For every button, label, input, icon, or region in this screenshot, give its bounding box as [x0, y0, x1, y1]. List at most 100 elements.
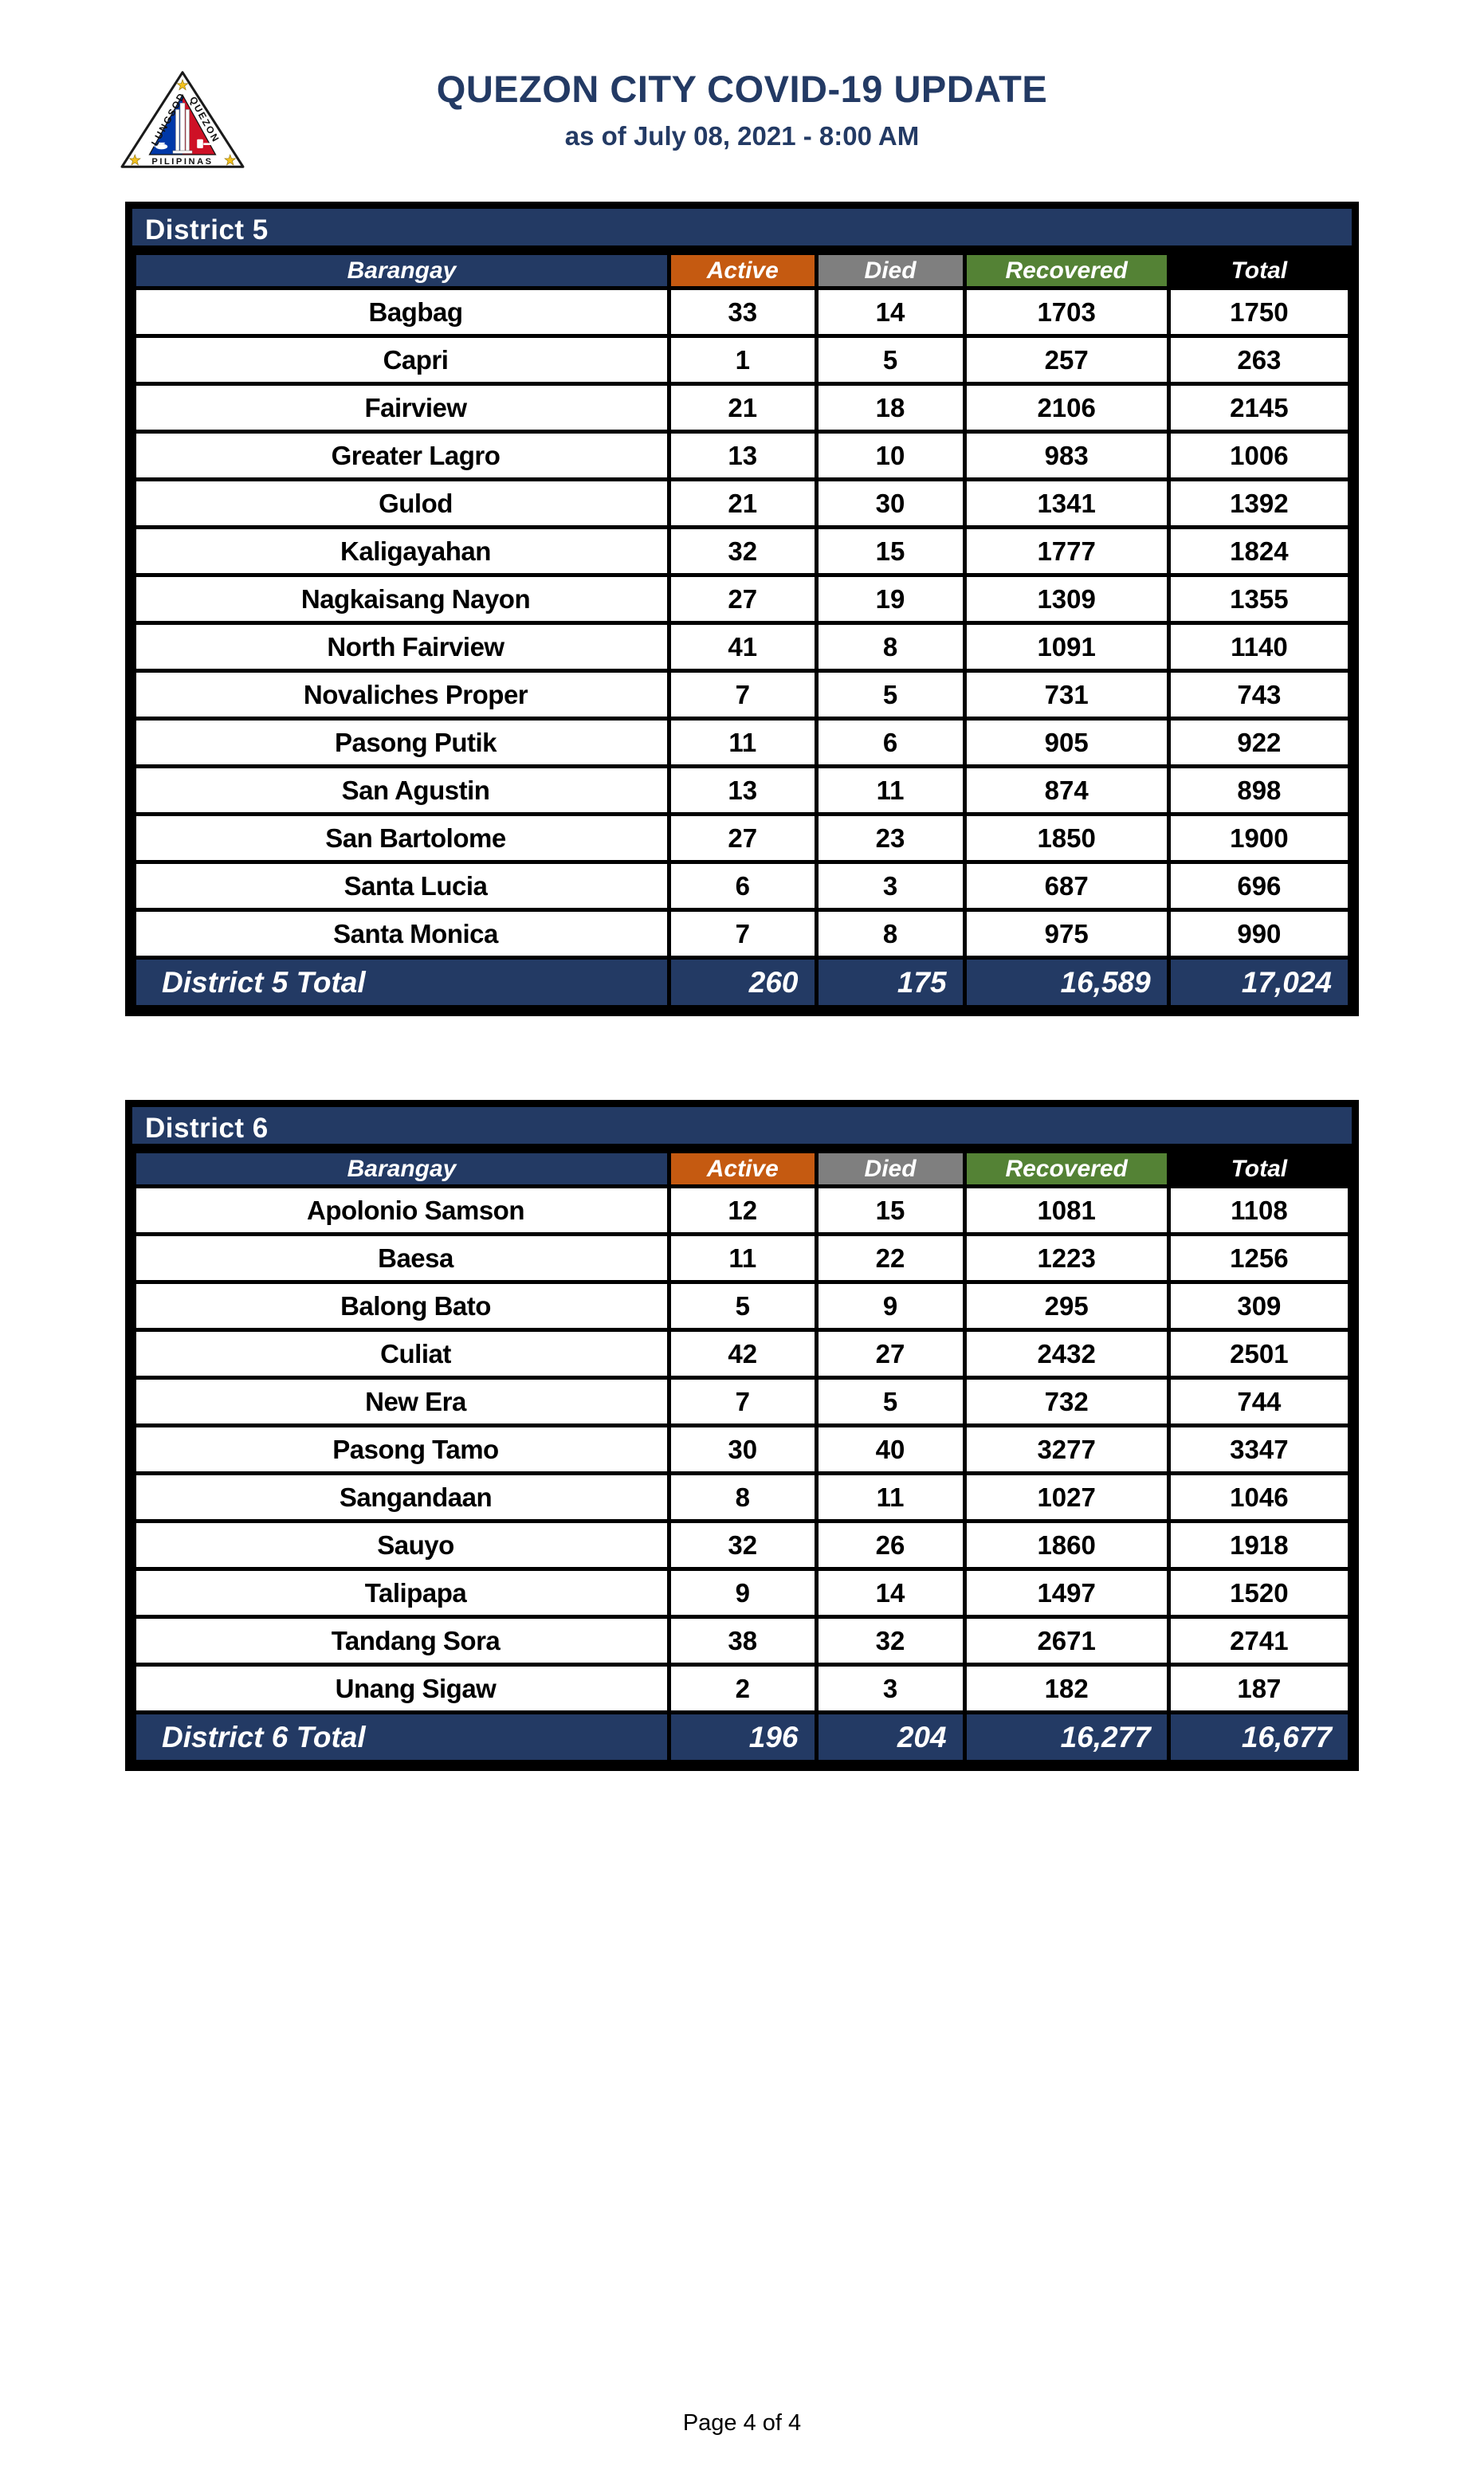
column-header-barangay: Barangay: [132, 1149, 671, 1188]
died-value-cell: 18: [814, 382, 967, 434]
recovered-value-cell: 1027: [962, 1471, 1171, 1523]
barangay-name-cell: Talipapa: [132, 1567, 671, 1619]
district-total-died: 175: [814, 956, 967, 1009]
total-value-cell: 898: [1166, 764, 1352, 816]
active-value-cell: 41: [667, 621, 819, 673]
died-value-cell: 22: [814, 1232, 967, 1284]
district-6-table-section: District 6 Barangay Active Died Recovered To…: [125, 1100, 1359, 1771]
recovered-value-cell: 1497: [962, 1567, 1171, 1619]
barangay-name-cell: Capri: [132, 334, 671, 386]
barangay-row: San Bartolome 27 23 1850 1900: [132, 812, 1352, 864]
barangay-name-cell: Pasong Tamo: [132, 1423, 671, 1475]
recovered-value-cell: 2671: [962, 1615, 1171, 1667]
column-header-died: Died: [814, 251, 967, 290]
page-title: QUEZON CITY COVID-19 UPDATE: [436, 68, 1048, 110]
district-total-total: 16,677: [1166, 1710, 1352, 1764]
active-value-cell: 11: [667, 1232, 819, 1284]
recovered-value-cell: 295: [962, 1280, 1171, 1332]
total-value-cell: 922: [1166, 717, 1352, 768]
barangay-name-cell: Greater Lagro: [132, 430, 671, 481]
district-title-label: District 5: [145, 214, 269, 245]
died-value-cell: 14: [814, 286, 967, 338]
column-header-died: Died: [814, 1149, 967, 1188]
barangay-row: Talipapa 9 14 1497 1520: [132, 1567, 1352, 1619]
died-value-cell: 26: [814, 1519, 967, 1571]
barangay-row: Baesa 11 22 1223 1256: [132, 1232, 1352, 1284]
district-total-total: 17,024: [1166, 956, 1352, 1009]
active-value-cell: 9: [667, 1567, 819, 1619]
recovered-value-cell: 1703: [962, 286, 1171, 338]
barangay-name-cell: Novaliches Proper: [132, 669, 671, 721]
total-value-cell: 1824: [1166, 525, 1352, 577]
total-value-cell: 3347: [1166, 1423, 1352, 1475]
total-value-cell: 1355: [1166, 573, 1352, 625]
barangay-row: North Fairview 41 8 1091 1140: [132, 621, 1352, 673]
total-value-cell: 1520: [1166, 1567, 1352, 1619]
district-total-recovered: 16,277: [962, 1710, 1171, 1764]
barangay-name-cell: San Agustin: [132, 764, 671, 816]
district-6-table: Barangay Active Died Recovered Total Apolonio…: [132, 1149, 1352, 1764]
active-value-cell: 2: [667, 1663, 819, 1714]
district-title: District 6: [132, 1107, 1352, 1149]
barangay-row: Apolonio Samson 12 15 1081 1108: [132, 1184, 1352, 1236]
died-value-cell: 40: [814, 1423, 967, 1475]
barangay-row: Capri 1 5 257 263: [132, 334, 1352, 386]
total-value-cell: 696: [1166, 860, 1352, 912]
district-total-active: 260: [667, 956, 819, 1009]
barangay-row: Pasong Putik 11 6 905 922: [132, 717, 1352, 768]
died-value-cell: 5: [814, 334, 967, 386]
died-value-cell: 14: [814, 1567, 967, 1619]
barangay-name-cell: Pasong Putik: [132, 717, 671, 768]
died-value-cell: 6: [814, 717, 967, 768]
quezon-city-seal-icon: LUNGSOD QUEZON PILIPINAS: [120, 71, 245, 168]
barangay-name-cell: Fairview: [132, 382, 671, 434]
died-value-cell: 27: [814, 1328, 967, 1380]
total-value-cell: 187: [1166, 1663, 1352, 1714]
recovered-value-cell: 1309: [962, 573, 1171, 625]
district-total-active: 196: [667, 1710, 819, 1764]
active-value-cell: 42: [667, 1328, 819, 1380]
barangay-name-cell: Culiat: [132, 1328, 671, 1380]
column-header-recovered: Recovered: [962, 251, 1171, 290]
recovered-value-cell: 1341: [962, 477, 1171, 529]
recovered-value-cell: 1777: [962, 525, 1171, 577]
died-value-cell: 23: [814, 812, 967, 864]
active-value-cell: 32: [667, 1519, 819, 1571]
active-value-cell: 7: [667, 908, 819, 960]
died-value-cell: 3: [814, 860, 967, 912]
active-value-cell: 8: [667, 1471, 819, 1523]
column-header-total: Total: [1166, 251, 1352, 290]
active-value-cell: 11: [667, 717, 819, 768]
barangay-name-cell: Tandang Sora: [132, 1615, 671, 1667]
barangay-name-cell: Unang Sigaw: [132, 1663, 671, 1714]
died-value-cell: 8: [814, 908, 967, 960]
total-value-cell: 2741: [1166, 1615, 1352, 1667]
barangay-row: Culiat 42 27 2432 2501: [132, 1328, 1352, 1380]
recovered-value-cell: 1081: [962, 1184, 1171, 1236]
barangay-row: Tandang Sora 38 32 2671 2741: [132, 1615, 1352, 1667]
active-value-cell: 30: [667, 1423, 819, 1475]
barangay-row: Greater Lagro 13 10 983 1006: [132, 430, 1352, 481]
recovered-value-cell: 2432: [962, 1328, 1171, 1380]
recovered-value-cell: 1091: [962, 621, 1171, 673]
district-total-died: 204: [814, 1710, 967, 1764]
barangay-row: Santa Lucia 6 3 687 696: [132, 860, 1352, 912]
total-value-cell: 743: [1166, 669, 1352, 721]
column-header-active: Active: [667, 1149, 819, 1188]
barangay-row: Nagkaisang Nayon 27 19 1309 1355: [132, 573, 1352, 625]
active-value-cell: 7: [667, 669, 819, 721]
recovered-value-cell: 975: [962, 908, 1171, 960]
total-value-cell: 1900: [1166, 812, 1352, 864]
recovered-value-cell: 874: [962, 764, 1171, 816]
active-value-cell: 27: [667, 812, 819, 864]
barangay-name-cell: North Fairview: [132, 621, 671, 673]
column-header-active: Active: [667, 251, 819, 290]
barangay-row: Sangandaan 8 11 1027 1046: [132, 1471, 1352, 1523]
column-header-total: Total: [1166, 1149, 1352, 1188]
active-value-cell: 27: [667, 573, 819, 625]
active-value-cell: 21: [667, 382, 819, 434]
column-header-recovered: Recovered: [962, 1149, 1171, 1188]
active-value-cell: 1: [667, 334, 819, 386]
barangay-row: Balong Bato 5 9 295 309: [132, 1280, 1352, 1332]
